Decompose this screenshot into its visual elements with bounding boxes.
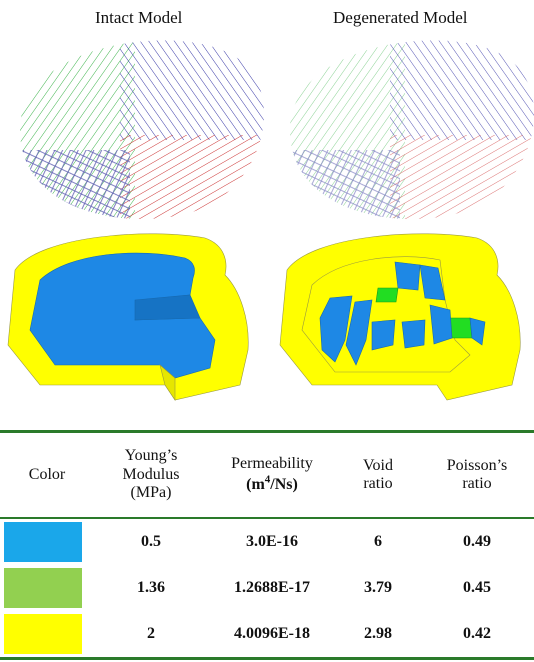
header-perm-unit: (m4/Ns) (246, 473, 298, 494)
table-row: 1.36 1.2688E-17 3.79 0.45 (0, 565, 534, 611)
header-youngs-modulus: Young’s Modulus (MPa) (94, 432, 208, 519)
header-void-ratio: Void ratio (336, 432, 420, 519)
header-perm-line1: Permeability (231, 455, 313, 473)
void-ratio-cell: 6 (374, 533, 382, 550)
color-cell (0, 611, 94, 659)
youngs-modulus-cell: 1.36 (137, 579, 165, 596)
table-row: 2 4.0096E-18 2.98 0.42 (0, 611, 534, 659)
table-row: 0.5 3.0E-16 6 0.49 (0, 518, 534, 565)
poissons-ratio-cell: 0.42 (463, 625, 491, 642)
header-void-line2: ratio (363, 475, 393, 492)
model-figure (7, 40, 534, 401)
material-properties-table: Color Young’s Modulus (MPa) Permeability… (0, 430, 534, 660)
header-young-line1: Young’s (124, 447, 178, 465)
intact-solid-model (7, 233, 249, 401)
header-color: Color (28, 465, 66, 483)
poissons-ratio-cell: 0.49 (463, 533, 491, 550)
header-poissons-ratio: Poisson’s ratio (420, 432, 534, 519)
header-poisson-line2: ratio (462, 475, 492, 492)
void-ratio-cell: 3.79 (364, 579, 392, 596)
table-header-row: Color Young’s Modulus (MPa) Permeability… (0, 431, 534, 519)
intact-model-caption: Intact Model (95, 8, 183, 27)
youngs-modulus-cell: 0.5 (141, 533, 161, 550)
degenerated-fiber-ring (290, 40, 534, 220)
void-ratio-cell: 2.98 (364, 625, 392, 642)
permeability-cell: 4.0096E-18 (234, 625, 310, 642)
header-permeability: Permeability (m4/Ns) (208, 432, 336, 519)
header-young-line2: Modulus (122, 465, 180, 483)
permeability-cell: 3.0E-16 (246, 533, 298, 550)
intact-fiber-ring (20, 40, 264, 220)
youngs-modulus-cell: 2 (147, 625, 155, 642)
degenerated-solid-model (279, 233, 521, 401)
color-swatch (4, 568, 82, 608)
header-poisson-line1: Poisson’s (446, 456, 508, 474)
header-void-line1: Void (363, 456, 393, 474)
color-swatch (4, 614, 82, 654)
permeability-cell: 1.2688E-17 (234, 579, 310, 596)
color-cell (0, 565, 94, 611)
poissons-ratio-cell: 0.45 (463, 579, 491, 596)
header-young-line3: (MPa) (130, 484, 172, 502)
color-cell (0, 518, 94, 565)
degenerated-model-caption: Degenerated Model (333, 8, 468, 27)
color-swatch (4, 522, 82, 562)
